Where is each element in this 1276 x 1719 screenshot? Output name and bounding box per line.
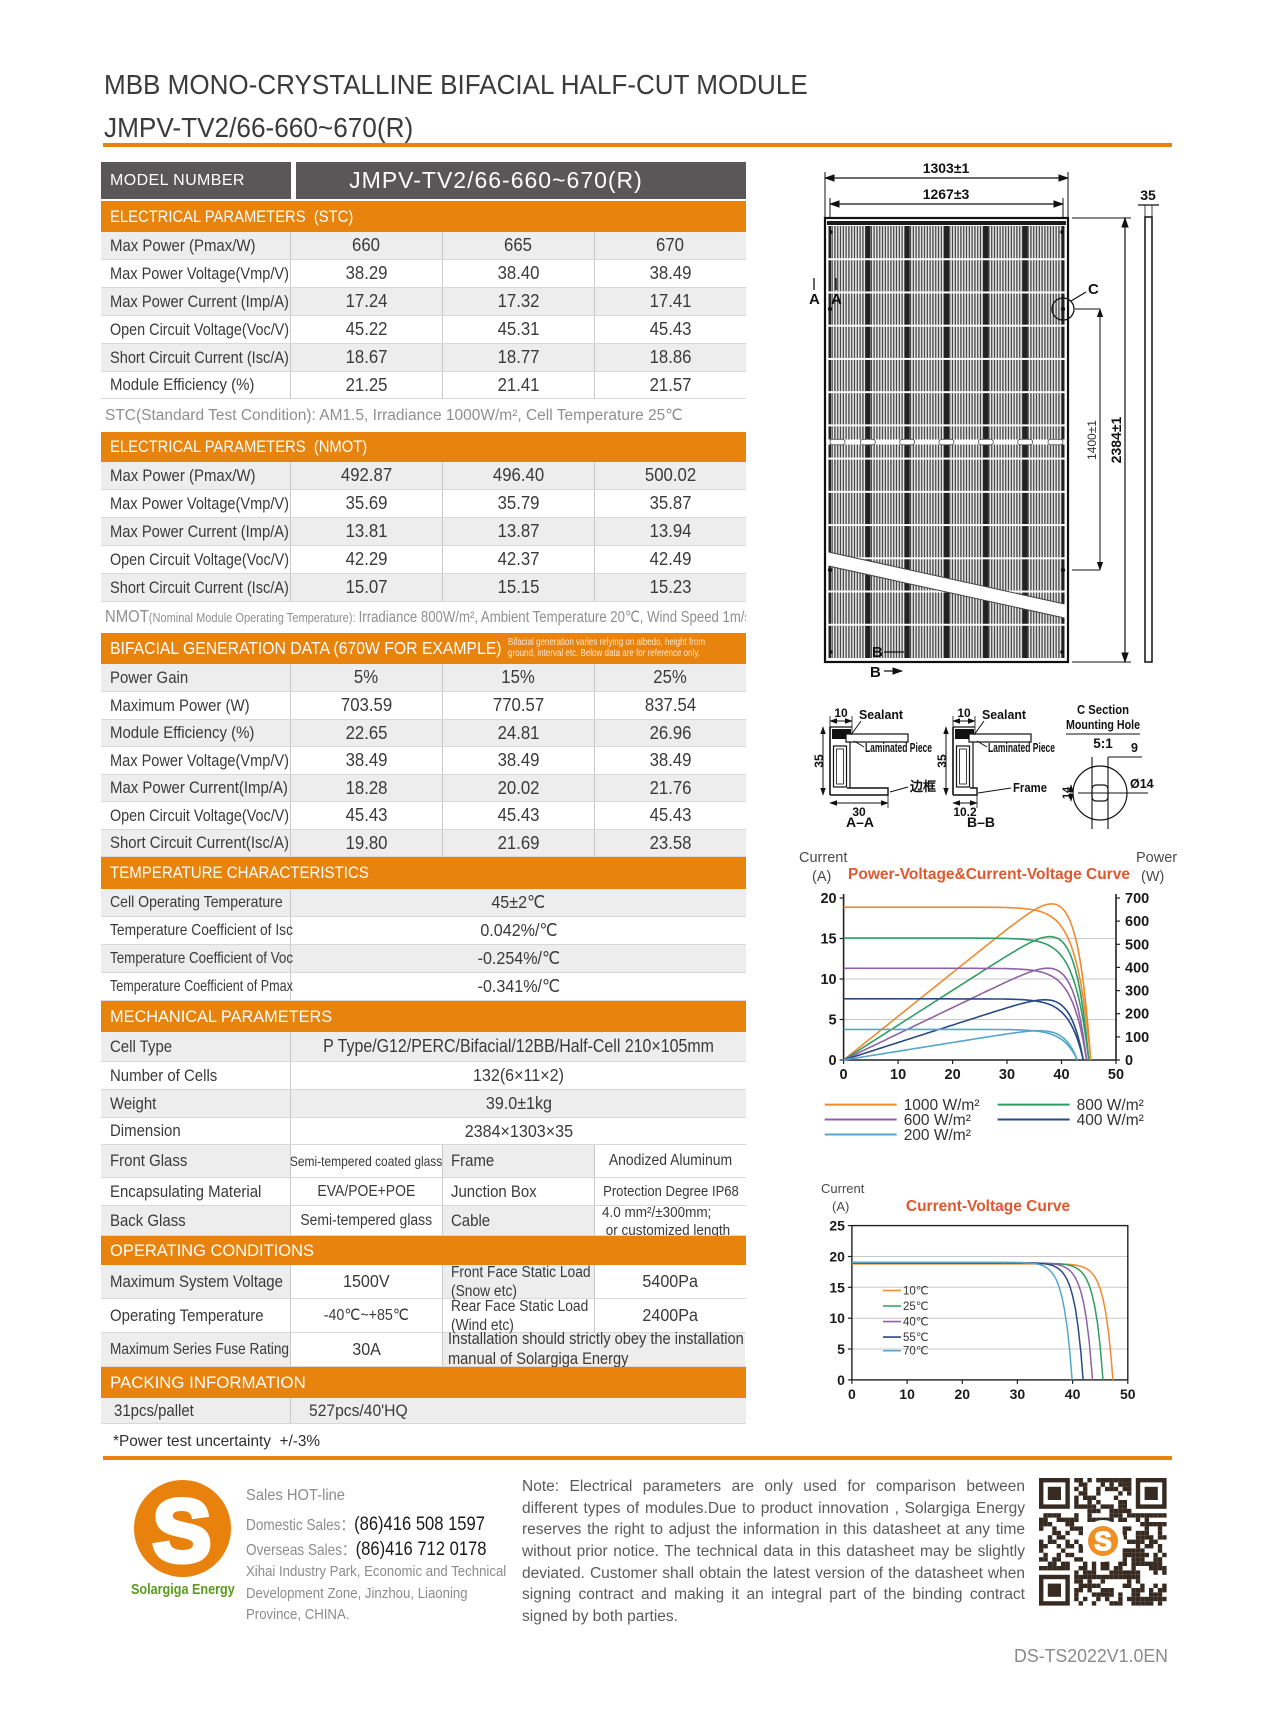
svg-text:S: S [153, 1481, 212, 1578]
svg-text:10℃: 10℃ [903, 1286, 929, 1298]
svg-text:C Section: C Section [1077, 703, 1129, 717]
svg-text:Sealant: Sealant [859, 708, 904, 722]
svg-text:1267±3: 1267±3 [923, 186, 970, 202]
svg-text:10: 10 [834, 706, 848, 720]
svg-text:10: 10 [829, 1310, 845, 1326]
svg-text:2384±1: 2384±1 [1108, 416, 1124, 463]
svg-text:500: 500 [1125, 937, 1149, 953]
svg-text:(W): (W) [1141, 869, 1164, 885]
svg-text:1400±1: 1400±1 [1085, 420, 1099, 460]
svg-text:Frame: Frame [1013, 781, 1047, 795]
svg-text:10: 10 [957, 706, 971, 720]
svg-text:0: 0 [1125, 1053, 1133, 1069]
svg-text:35: 35 [812, 754, 826, 768]
svg-text:40: 40 [1065, 1386, 1081, 1402]
svg-text:20: 20 [945, 1067, 961, 1083]
svg-text:Current-Voltage Curve: Current-Voltage Curve [906, 1198, 1071, 1215]
svg-text:Power: Power [1136, 850, 1177, 866]
svg-text:200 W/m²: 200 W/m² [904, 1127, 971, 1144]
svg-text:30: 30 [1010, 1386, 1026, 1402]
svg-text:400 W/m²: 400 W/m² [1077, 1112, 1144, 1129]
svg-text:200: 200 [1125, 1007, 1149, 1023]
svg-text:35: 35 [935, 754, 949, 768]
svg-text:15: 15 [820, 932, 836, 948]
svg-text:50: 50 [1108, 1067, 1124, 1083]
svg-text:Current: Current [799, 850, 847, 866]
svg-text:1000 W/m²: 1000 W/m² [904, 1097, 980, 1114]
svg-text:70℃: 70℃ [903, 1346, 929, 1358]
svg-text:B–B: B–B [967, 814, 995, 830]
svg-text:55℃: 55℃ [903, 1332, 929, 1344]
svg-text:Laminated Piece: Laminated Piece [988, 741, 1055, 755]
svg-text:15: 15 [829, 1279, 845, 1295]
svg-text:0: 0 [837, 1372, 845, 1388]
svg-text:100: 100 [1125, 1030, 1149, 1046]
svg-text:30: 30 [999, 1067, 1015, 1083]
svg-text:Ø14: Ø14 [1130, 777, 1154, 791]
svg-text:10: 10 [890, 1067, 906, 1083]
svg-text:Mounting Hole: Mounting Hole [1066, 718, 1140, 732]
svg-text:S: S [1094, 1526, 1111, 1556]
svg-text:Current: Current [821, 1181, 865, 1196]
svg-text:40℃: 40℃ [903, 1317, 929, 1329]
svg-text:20: 20 [829, 1249, 845, 1265]
svg-text:C: C [1088, 281, 1099, 298]
svg-text:10: 10 [899, 1386, 915, 1402]
svg-text:14: 14 [1061, 786, 1073, 799]
svg-text:35: 35 [1140, 187, 1156, 203]
svg-text:(A): (A) [832, 1199, 849, 1214]
svg-text:(A): (A) [812, 869, 831, 885]
svg-text:A: A [831, 291, 842, 308]
svg-text:25: 25 [829, 1218, 845, 1234]
svg-text:边框: 边框 [909, 779, 936, 794]
svg-text:30: 30 [852, 805, 866, 819]
svg-text:0: 0 [840, 1067, 848, 1083]
svg-text:Sealant: Sealant [982, 708, 1027, 722]
svg-text:Laminated Piece: Laminated Piece [865, 741, 932, 755]
svg-text:1303±1: 1303±1 [923, 160, 970, 176]
svg-text:B: B [872, 644, 883, 661]
svg-text:20: 20 [820, 891, 836, 907]
svg-text:25℃: 25℃ [903, 1301, 929, 1313]
svg-text:0: 0 [829, 1053, 837, 1069]
svg-text:9: 9 [1131, 741, 1138, 755]
svg-text:20: 20 [955, 1386, 971, 1402]
svg-text:A–A: A–A [846, 814, 874, 830]
svg-text:300: 300 [1125, 984, 1149, 1000]
svg-text:50: 50 [1120, 1386, 1136, 1402]
svg-text:Power-Voltage&Current-Voltage: Power-Voltage&Current-Voltage Curve [848, 866, 1130, 883]
svg-text:0: 0 [848, 1386, 856, 1402]
svg-text:600: 600 [1125, 914, 1149, 930]
svg-text:600 W/m²: 600 W/m² [904, 1112, 971, 1129]
svg-text:800 W/m²: 800 W/m² [1077, 1097, 1144, 1114]
svg-text:5:1: 5:1 [1093, 736, 1113, 751]
svg-text:A: A [809, 291, 820, 308]
svg-text:5: 5 [837, 1341, 845, 1357]
svg-text:B: B [870, 664, 881, 681]
svg-text:400: 400 [1125, 960, 1149, 976]
svg-text:40: 40 [1053, 1067, 1069, 1083]
svg-text:10: 10 [820, 972, 836, 988]
svg-text:5: 5 [829, 1013, 837, 1029]
svg-text:10.2: 10.2 [953, 805, 977, 819]
svg-text:700: 700 [1125, 891, 1149, 907]
